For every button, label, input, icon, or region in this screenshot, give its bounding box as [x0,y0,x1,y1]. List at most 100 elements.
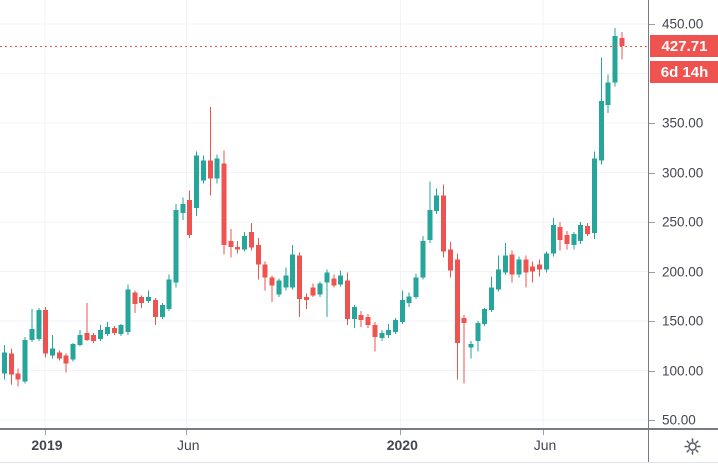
candle [262,264,268,278]
candle [591,158,597,233]
candle [530,266,536,272]
candle [468,343,474,348]
candle [351,307,357,320]
candle [84,332,90,340]
price-scale-label: 450.00 [662,16,704,32]
time-tick [543,429,544,435]
candle [447,249,453,271]
candle [502,255,508,273]
candle [406,296,412,304]
candle [29,328,35,340]
candle [187,200,193,235]
price-tick [649,24,655,25]
candle [50,348,56,356]
candle [283,275,289,288]
candle-countdown-value: 6d 14h [660,63,709,81]
pane-bottom-border [0,428,718,430]
candle [269,277,275,286]
candle [338,275,344,285]
candle [152,300,158,318]
candle [550,224,556,254]
candle [98,329,104,339]
candle [118,324,124,334]
candle [255,244,261,265]
candle [509,254,515,275]
price-tick [649,321,655,322]
candle [564,234,570,244]
candle [91,334,97,341]
candle-countdown-badge: 6d 14h [650,61,718,83]
price-tick [649,123,655,124]
candle [214,158,220,179]
candle [537,264,543,270]
price-tick [649,370,655,372]
price-tick [649,271,655,273]
candle [612,35,618,83]
gear-icon [683,437,701,455]
candle [146,297,152,302]
candle [461,318,467,323]
candle [8,353,14,375]
candle [495,269,501,290]
time-scale-label: Jun [176,437,200,453]
candle [413,277,419,298]
candle [43,310,49,354]
candle [310,287,316,296]
candle [393,320,399,332]
price-chart-canvas[interactable] [0,0,648,430]
candle [303,297,309,301]
candle [242,235,248,250]
candle [331,278,337,286]
candle [358,315,364,321]
price-tick [649,172,655,174]
candle [180,204,186,214]
time-scale-label: Jun [533,437,557,453]
candle [36,310,42,339]
candle [420,240,426,278]
price-scale[interactable]: 427.71 6d 14h 450.00 350.00 300.00 250.00 20… [648,0,718,462]
candle [159,305,165,318]
time-scale-label: 2020 [386,437,418,453]
time-tick [44,429,46,435]
candle [2,352,7,374]
chart-settings-button[interactable] [682,436,702,456]
candle [605,82,611,106]
candle [434,195,440,212]
candle [365,317,371,325]
price-tick [649,222,655,223]
candle [619,37,625,47]
bottom-separator [0,462,718,463]
candle [482,309,488,324]
candle [386,329,392,335]
candle [345,280,350,320]
candle [111,327,117,333]
price-scale-label: 300.00 [662,165,704,180]
candle [516,259,522,275]
time-tick [400,429,402,435]
last-price-badge: 427.71 [650,35,718,57]
candle [15,373,21,380]
candle [372,324,378,337]
price-scale-label: 100.00 [662,363,704,378]
candle [290,254,296,288]
candle [200,160,206,181]
candle [441,195,447,252]
candle [571,233,577,245]
candle [317,283,323,295]
time-scale[interactable]: 2019 Jun 2020 Jun [0,429,718,462]
candle [324,272,330,283]
candle [235,246,241,250]
candle [489,287,495,311]
price-scale-label: 150.00 [662,313,704,329]
candle [173,210,179,283]
candle [585,225,591,234]
candle [379,332,385,338]
candle [399,300,405,322]
candle [221,163,227,245]
time-scale-label: 2019 [31,437,63,453]
candle [427,210,433,240]
candle [132,292,138,305]
candle [296,255,302,300]
candle [56,352,62,359]
